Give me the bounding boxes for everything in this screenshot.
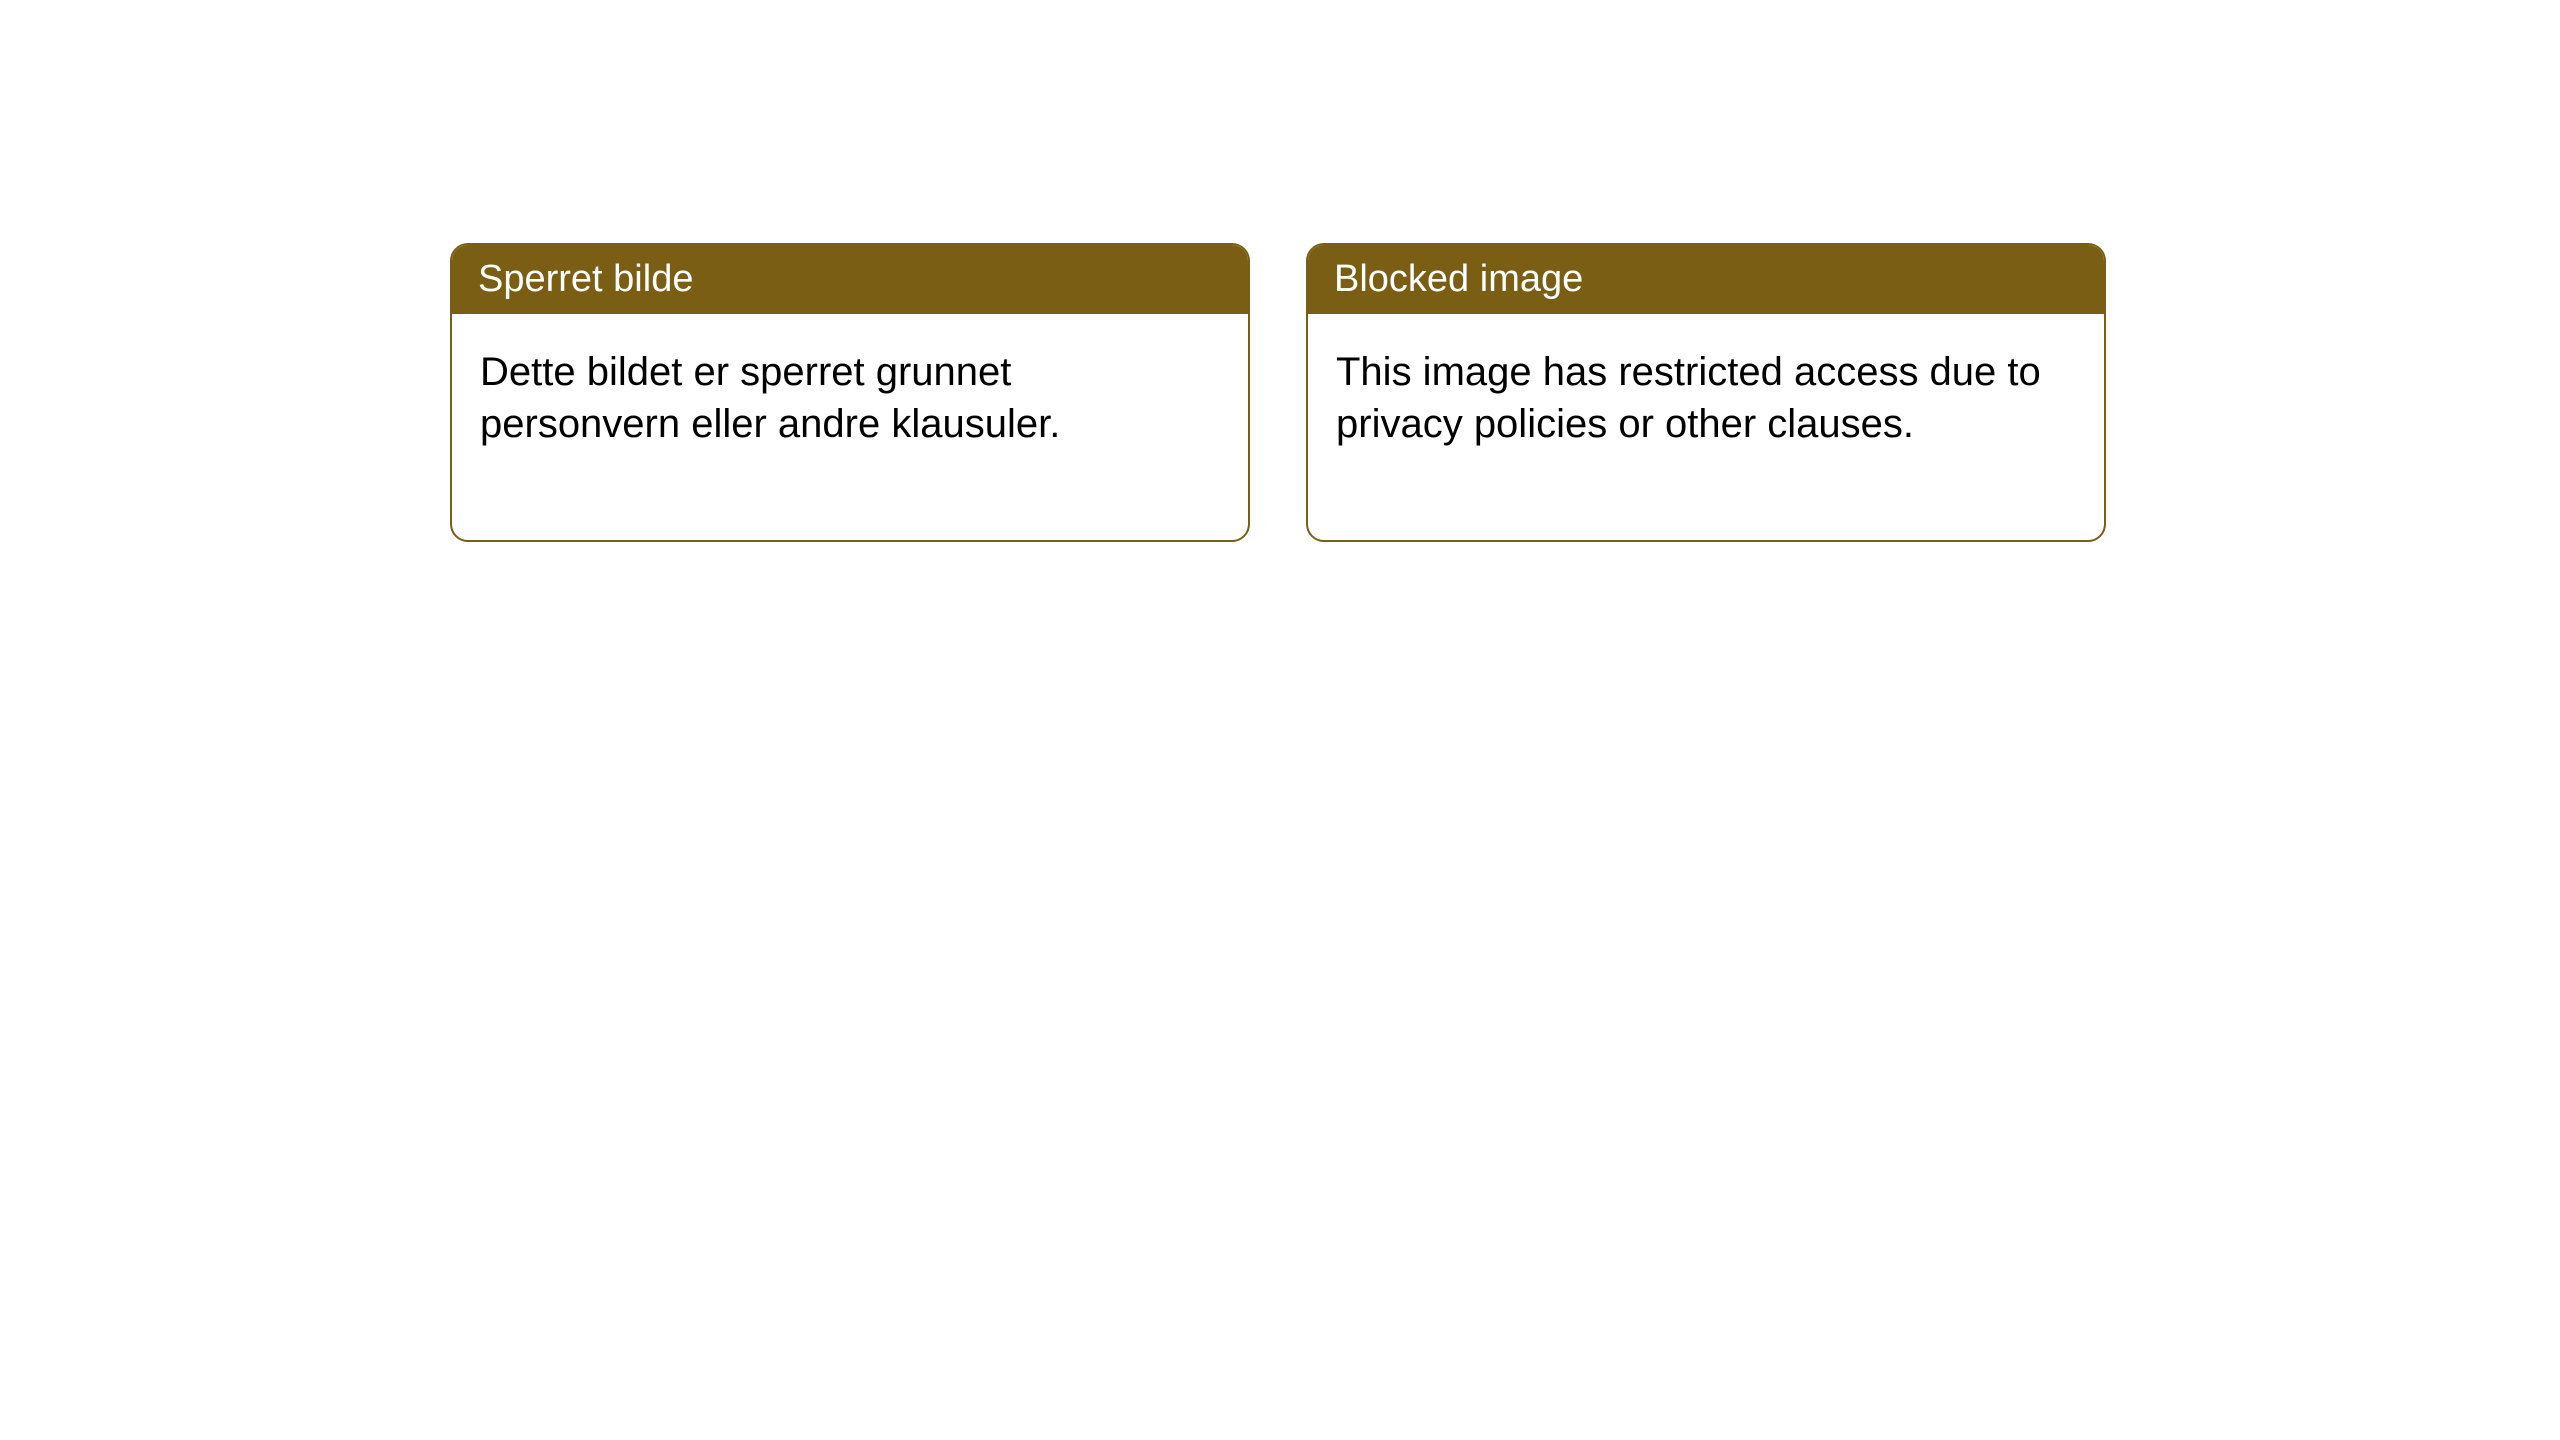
notice-card-norwegian: Sperret bilde Dette bildet er sperret gr… [450, 243, 1250, 542]
notice-container: Sperret bilde Dette bildet er sperret gr… [450, 243, 2106, 542]
notice-body: This image has restricted access due to … [1308, 314, 2104, 540]
notice-header: Sperret bilde [452, 245, 1248, 314]
notice-header: Blocked image [1308, 245, 2104, 314]
notice-body: Dette bildet er sperret grunnet personve… [452, 314, 1248, 540]
notice-card-english: Blocked image This image has restricted … [1306, 243, 2106, 542]
